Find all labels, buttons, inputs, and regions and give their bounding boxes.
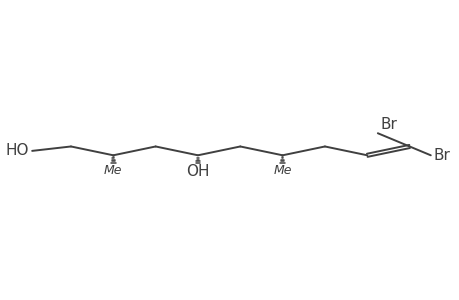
Text: Br: Br [380, 117, 397, 132]
Text: Br: Br [432, 148, 449, 163]
Text: Me: Me [273, 164, 291, 177]
Text: Me: Me [104, 164, 122, 177]
Text: OH: OH [186, 164, 209, 179]
Text: HO: HO [5, 143, 28, 158]
